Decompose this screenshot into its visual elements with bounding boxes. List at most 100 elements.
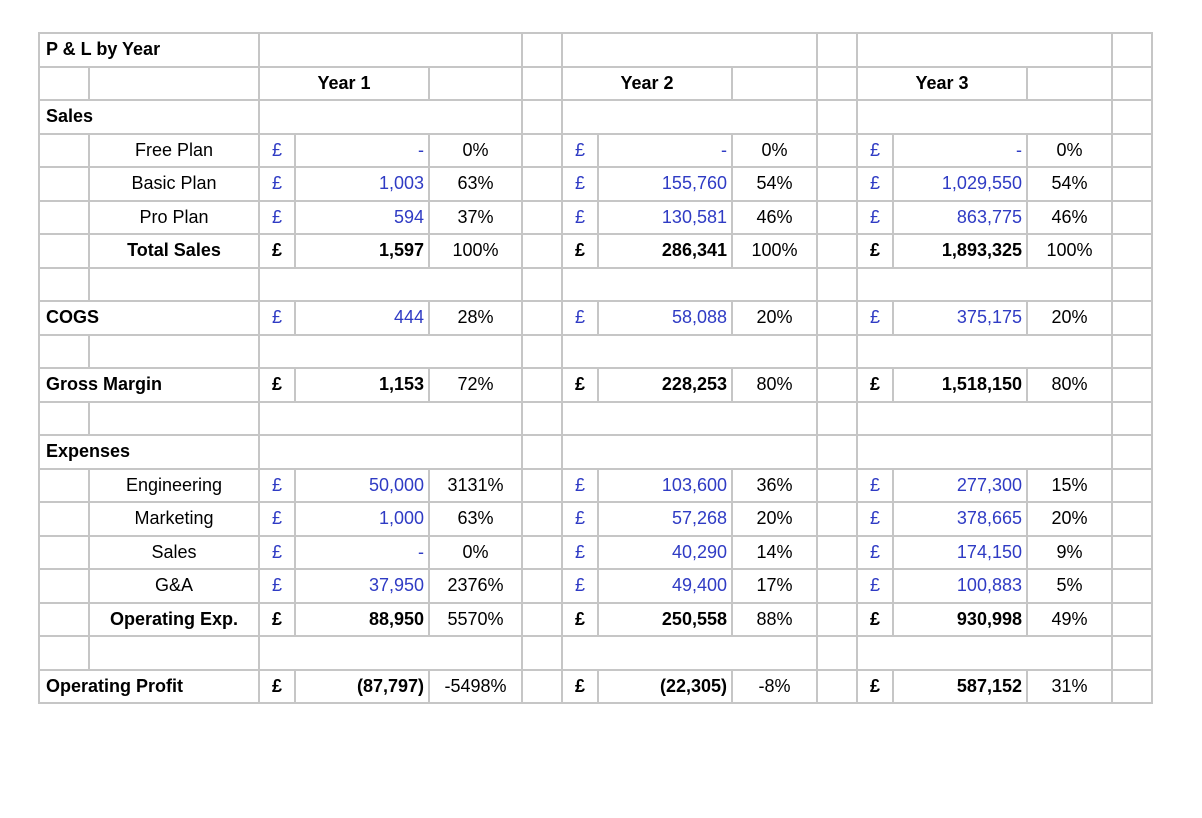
currency-symbol[interactable]: £ <box>258 367 296 403</box>
blank-cell[interactable] <box>521 635 563 671</box>
blank-cell[interactable] <box>521 668 563 704</box>
indent-cell[interactable] <box>38 166 90 202</box>
blank-cell[interactable] <box>816 434 858 470</box>
amount-cell[interactable]: - <box>597 132 733 168</box>
row-label[interactable]: Engineering <box>88 467 260 503</box>
amount-cell[interactable]: 88,950 <box>294 601 430 637</box>
blank-cell[interactable] <box>816 166 858 202</box>
row-label[interactable]: Basic Plan <box>88 166 260 202</box>
percent-cell[interactable]: 15% <box>1026 467 1113 503</box>
percent-cell[interactable]: 100% <box>428 233 523 269</box>
percent-cell[interactable]: -8% <box>731 668 818 704</box>
row-label[interactable]: Gross Margin <box>38 367 260 403</box>
currency-symbol[interactable]: £ <box>856 367 894 403</box>
blank-cell[interactable] <box>521 434 563 470</box>
blank-cell[interactable] <box>521 233 563 269</box>
blank-cell[interactable] <box>521 199 563 235</box>
blank-cell[interactable] <box>521 166 563 202</box>
currency-symbol[interactable]: £ <box>561 668 599 704</box>
amount-cell[interactable]: 286,341 <box>597 233 733 269</box>
blank-cell[interactable] <box>856 635 1113 671</box>
row-label[interactable]: G&A <box>88 568 260 604</box>
currency-symbol[interactable]: £ <box>856 601 894 637</box>
blank-cell[interactable] <box>88 266 260 302</box>
blank-cell[interactable] <box>816 99 858 135</box>
blank-cell[interactable] <box>816 233 858 269</box>
amount-cell[interactable]: 378,665 <box>892 501 1028 537</box>
currency-symbol[interactable]: £ <box>258 300 296 336</box>
blank-cell[interactable] <box>856 400 1113 436</box>
blank-cell[interactable] <box>521 367 563 403</box>
blank-cell[interactable] <box>521 400 563 436</box>
amount-cell[interactable]: 103,600 <box>597 467 733 503</box>
blank-cell[interactable] <box>521 568 563 604</box>
amount-cell[interactable]: 863,775 <box>892 199 1028 235</box>
amount-cell[interactable]: 1,153 <box>294 367 430 403</box>
blank-cell[interactable] <box>258 400 523 436</box>
blank-cell[interactable] <box>1111 333 1153 369</box>
currency-symbol[interactable]: £ <box>258 132 296 168</box>
percent-cell[interactable]: 80% <box>1026 367 1113 403</box>
currency-symbol[interactable]: £ <box>856 132 894 168</box>
blank-cell[interactable] <box>521 601 563 637</box>
amount-cell[interactable]: 155,760 <box>597 166 733 202</box>
blank-cell[interactable] <box>561 400 818 436</box>
percent-cell[interactable]: 36% <box>731 467 818 503</box>
blank-cell[interactable] <box>88 333 260 369</box>
blank-cell[interactable] <box>816 266 858 302</box>
percent-cell[interactable]: 28% <box>428 300 523 336</box>
blank-cell[interactable] <box>816 568 858 604</box>
indent-cell[interactable] <box>38 601 90 637</box>
amount-cell[interactable]: 1,893,325 <box>892 233 1028 269</box>
blank-cell[interactable] <box>1111 601 1153 637</box>
percent-cell[interactable]: 88% <box>731 601 818 637</box>
percent-cell[interactable]: 100% <box>731 233 818 269</box>
amount-cell[interactable]: - <box>892 132 1028 168</box>
currency-symbol[interactable]: £ <box>258 534 296 570</box>
blank-cell[interactable] <box>521 99 563 135</box>
amount-cell[interactable]: 1,029,550 <box>892 166 1028 202</box>
row-label[interactable]: Marketing <box>88 501 260 537</box>
blank-cell[interactable] <box>521 300 563 336</box>
blank-cell[interactable] <box>1111 635 1153 671</box>
percent-cell[interactable]: 0% <box>1026 132 1113 168</box>
amount-cell[interactable]: 277,300 <box>892 467 1028 503</box>
percent-cell[interactable]: 5570% <box>428 601 523 637</box>
percent-cell[interactable]: 31% <box>1026 668 1113 704</box>
indent-cell[interactable] <box>38 233 90 269</box>
currency-symbol[interactable]: £ <box>856 568 894 604</box>
blank-cell[interactable] <box>856 99 1113 135</box>
indent-cell[interactable] <box>38 132 90 168</box>
currency-symbol[interactable]: £ <box>856 166 894 202</box>
indent-cell[interactable] <box>38 501 90 537</box>
blank-cell[interactable] <box>521 266 563 302</box>
blank-cell[interactable] <box>561 99 818 135</box>
amount-cell[interactable]: 375,175 <box>892 300 1028 336</box>
blank-cell[interactable] <box>1111 501 1153 537</box>
percent-cell[interactable]: 54% <box>731 166 818 202</box>
blank-cell[interactable] <box>816 635 858 671</box>
currency-symbol[interactable]: £ <box>258 166 296 202</box>
blank-cell[interactable] <box>1111 99 1153 135</box>
row-label[interactable]: COGS <box>38 300 260 336</box>
amount-cell[interactable]: 49,400 <box>597 568 733 604</box>
blank-cell[interactable] <box>1111 668 1153 704</box>
currency-symbol[interactable]: £ <box>258 467 296 503</box>
blank-cell[interactable] <box>521 501 563 537</box>
currency-symbol[interactable]: £ <box>561 367 599 403</box>
currency-symbol[interactable]: £ <box>856 199 894 235</box>
indent-cell[interactable] <box>38 568 90 604</box>
amount-cell[interactable]: 594 <box>294 199 430 235</box>
amount-cell[interactable]: 174,150 <box>892 534 1028 570</box>
currency-symbol[interactable]: £ <box>561 534 599 570</box>
percent-cell[interactable]: 0% <box>428 534 523 570</box>
currency-symbol[interactable]: £ <box>561 233 599 269</box>
section-label[interactable]: Expenses <box>38 434 260 470</box>
currency-symbol[interactable]: £ <box>561 568 599 604</box>
indent-cell[interactable] <box>38 467 90 503</box>
percent-cell[interactable]: 17% <box>731 568 818 604</box>
blank-cell[interactable] <box>1111 367 1153 403</box>
blank-cell[interactable] <box>1111 132 1153 168</box>
blank-cell[interactable] <box>816 132 858 168</box>
blank-cell[interactable] <box>816 501 858 537</box>
